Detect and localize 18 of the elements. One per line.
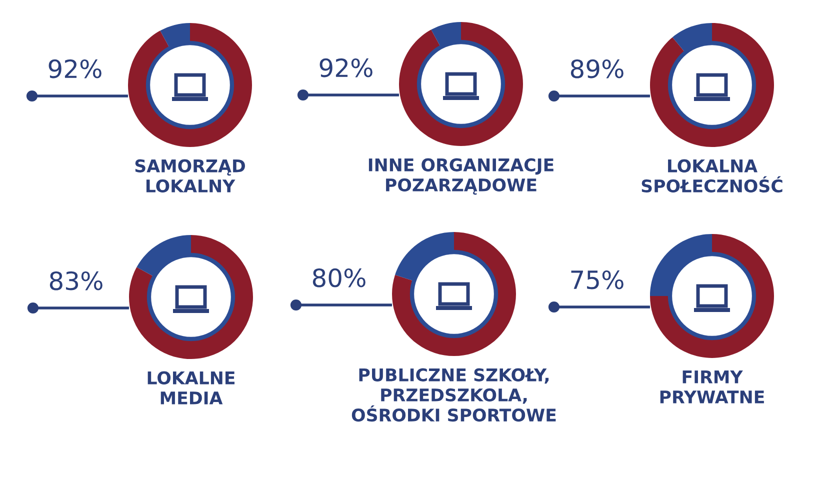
data-label: 92% [320, 58, 372, 78]
text: PUBLICZNE SZKOŁY, PRZEDSZKOLA, OŚRODKI SPORTOWE [352, 368, 556, 422]
donut-slice [392, 232, 516, 356]
donut-slice [650, 23, 774, 147]
text: LOKALNE MEDIA [148, 371, 234, 404]
donut-slice [129, 235, 253, 359]
data-label: 92% [48, 59, 102, 78]
text: LOKALNA SPOŁECZNOŚĆ [642, 159, 782, 193]
text: SAMORZĄD LOKALNY [135, 159, 245, 193]
data-label: 75% [571, 270, 624, 290]
text: FIRMY PRYWATNE [660, 370, 764, 404]
data-label: 80% [312, 268, 366, 288]
data-label: 89% [570, 59, 624, 78]
text: INNE ORGANIZACJE POZARZĄDOWE [368, 158, 554, 195]
data-label: 83% [50, 271, 102, 290]
donut-slice [399, 22, 523, 146]
donut-slice [650, 234, 774, 358]
donut-slice [128, 23, 252, 147]
